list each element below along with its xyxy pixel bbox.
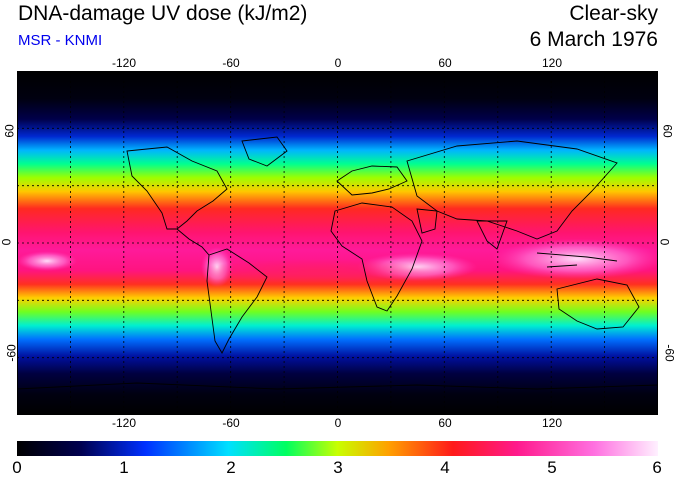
lon-label-top-5: 120 [541, 56, 563, 70]
lat-label-right-2: 0 [657, 238, 672, 246]
colorbar-tick-4: 4 [440, 458, 450, 477]
dose-hotspot-pacific [17, 251, 77, 271]
map-title: DNA-damage UV dose (kJ/m2) [18, 2, 308, 25]
colorbar-tick-5: 5 [547, 458, 557, 477]
lon-label-bottom-1: -120 [111, 416, 137, 430]
colorbar [17, 441, 658, 456]
lat-label-right-3: -60 [662, 344, 677, 362]
colorbar-tick-3: 3 [333, 458, 343, 477]
colorbar-tick-2: 2 [226, 458, 236, 477]
coast-indonesia [536, 252, 618, 268]
map-border [17, 71, 658, 415]
coast-central-america [176, 228, 210, 256]
coast-africa [330, 202, 423, 312]
colorbar-tick-6: 6 [652, 458, 662, 477]
lon-label-top-4: 60 [438, 56, 452, 70]
coast-arabia [416, 208, 438, 234]
coast-asia [406, 140, 618, 240]
lon-label-bottom-4: 60 [438, 416, 452, 430]
coast-australia [556, 278, 640, 330]
lat-label-left-1: 60 [2, 124, 17, 138]
lon-label-top-2: -60 [222, 56, 240, 70]
condition-label: Clear-sky [569, 2, 658, 25]
coast-south-america [206, 248, 268, 354]
lat-label-left-2: 0 [0, 238, 14, 246]
lon-label-bottom-2: -60 [222, 416, 240, 430]
coast-india [476, 220, 508, 250]
dose-hotspot-indonesia [492, 239, 658, 279]
colorbar-gradient [17, 441, 658, 456]
graticule [17, 71, 658, 415]
date-label: 6 March 1976 [529, 28, 658, 51]
uv-dose-map [17, 71, 658, 415]
lon-label-top-3: 0 [334, 56, 342, 70]
dose-warm-band [197, 259, 437, 283]
colorbar-tick-1: 1 [119, 458, 129, 477]
lat-label-right-1: 60 [660, 124, 675, 138]
coast-europe [336, 165, 408, 196]
coast-north-america [126, 146, 228, 230]
lon-label-bottom-3: 0 [334, 416, 342, 430]
coast-greenland [241, 136, 288, 167]
coastlines [17, 136, 658, 390]
lon-label-top-1: -120 [111, 56, 137, 70]
lon-label-bottom-5: 120 [541, 416, 563, 430]
colorbar-tick-0: 0 [12, 458, 22, 477]
coast-antarctica [17, 382, 658, 390]
source-label: MSR - KNMI [18, 32, 103, 49]
